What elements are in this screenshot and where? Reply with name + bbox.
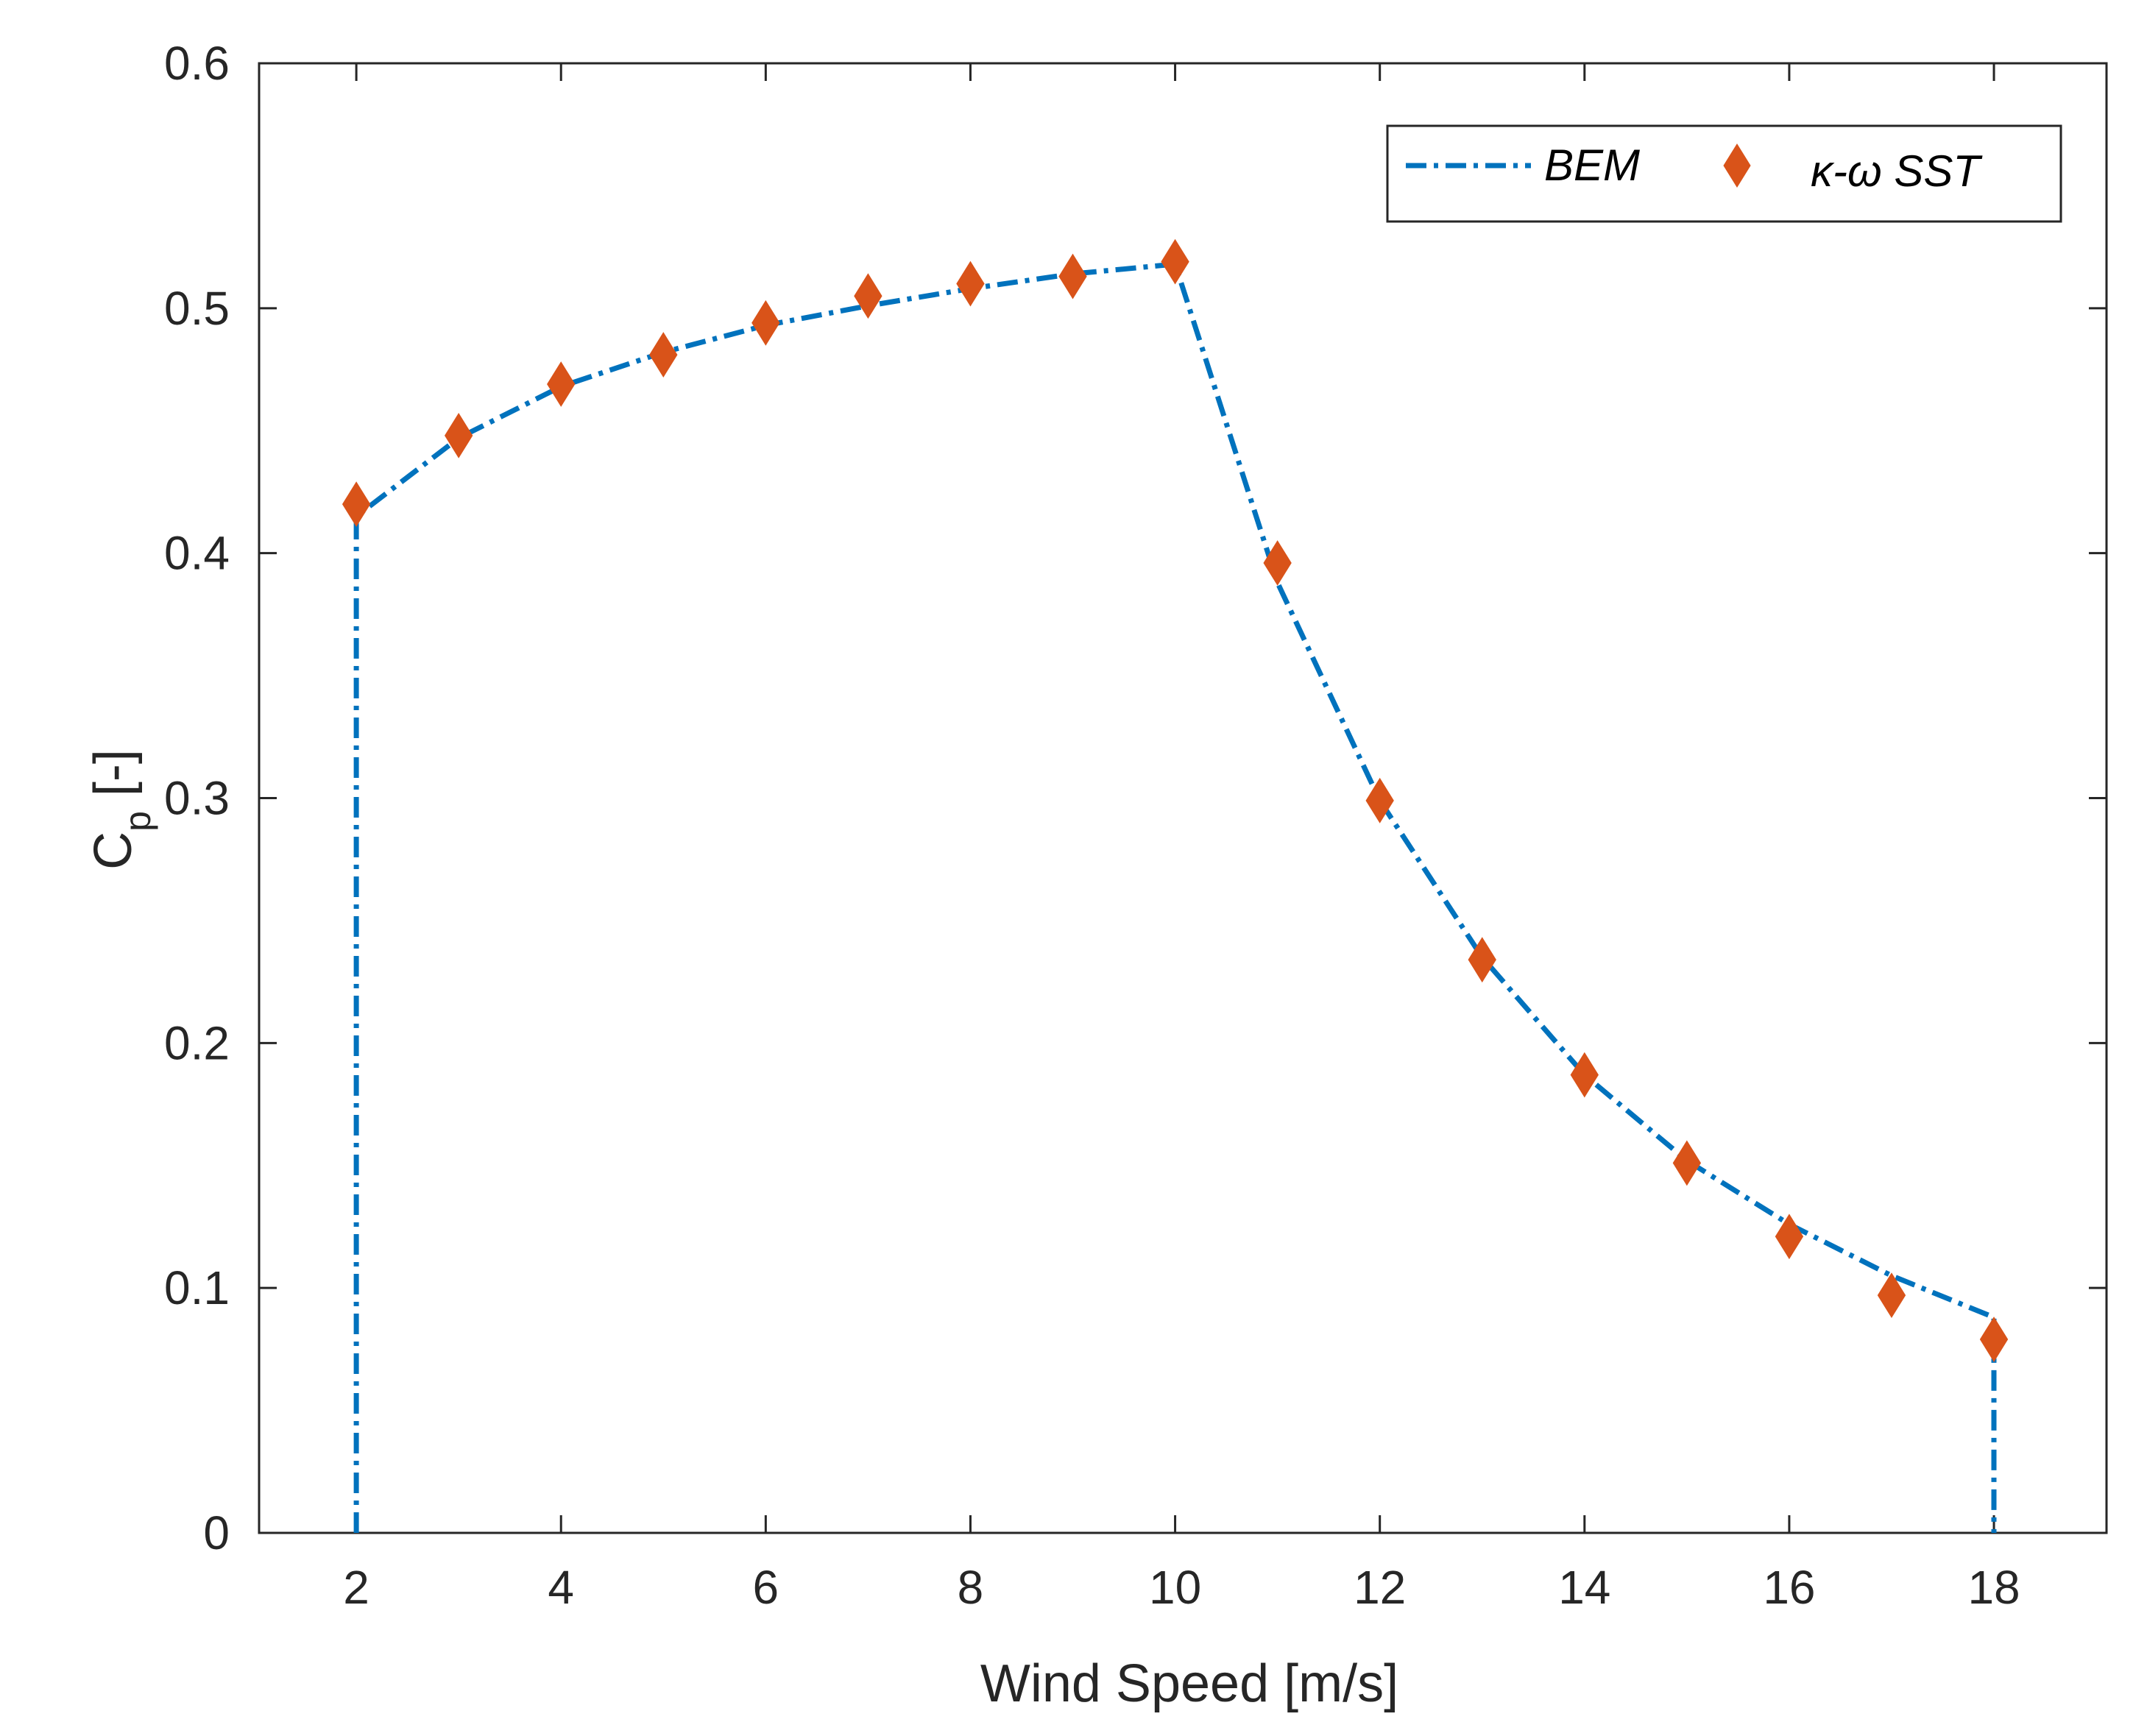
y-tick-label: 0.4 — [164, 527, 230, 580]
y-axis-label-main: C — [84, 832, 143, 870]
legend-sst-label: κ-ω SST — [1811, 146, 1983, 196]
legend-box — [1386, 124, 2062, 223]
series-sst-point — [547, 361, 576, 407]
series-sst-point — [1672, 1140, 1702, 1186]
series-sst-point — [1365, 777, 1394, 823]
y-tick-label: 0.5 — [164, 282, 230, 335]
y-tick-label: 0.1 — [164, 1261, 230, 1314]
series-sst-point — [1161, 238, 1189, 285]
x-tick-label: 18 — [1967, 1561, 2020, 1614]
y-axis-label: Cp [-] — [84, 749, 158, 870]
series-sst-point — [444, 413, 473, 458]
svg-text:Cp [-]: Cp [-] — [84, 749, 158, 870]
series-sst-point — [1263, 540, 1292, 586]
series-sst-point — [854, 273, 883, 319]
series-sst-point — [751, 300, 780, 346]
series-sst-point — [1775, 1214, 1804, 1260]
y-tick-label: 0.2 — [164, 1016, 230, 1069]
legend-sst-marker — [1723, 144, 1751, 188]
x-tick-label: 14 — [1558, 1561, 1610, 1614]
x-tick-label: 10 — [1149, 1561, 1201, 1614]
y-axis-label-subscript: p — [117, 811, 158, 832]
series-sst-point — [956, 261, 985, 307]
legend: BEM κ-ω SST — [1386, 124, 2062, 223]
x-tick-label: 2 — [343, 1561, 369, 1614]
plot-area: 2 4 6 8 10 12 14 16 18 0 0.1 0.2 0.3 0.4 0.5 0.6 — [164, 37, 2108, 1614]
y-axis-label-spacer — [84, 796, 143, 811]
series-sst-point — [649, 332, 678, 378]
series-sst-point — [1570, 1052, 1599, 1098]
series-sst-point — [1877, 1272, 1906, 1319]
x-tick-label: 12 — [1354, 1561, 1406, 1614]
series-sst-point — [1468, 937, 1496, 983]
x-axis-label: Wind Speed [m/s] — [980, 1654, 1398, 1713]
y-axis-label-units: [-] — [84, 749, 143, 796]
legend-bem-label: BEM — [1544, 141, 1640, 190]
series-sst-point — [1058, 253, 1087, 300]
x-tick-label: 4 — [548, 1561, 574, 1614]
series-sst-point — [342, 481, 371, 527]
y-tick-label: 0.6 — [164, 37, 230, 90]
y-tick-label: 0.3 — [164, 772, 230, 825]
series-sst-point — [1979, 1317, 2009, 1362]
x-tick-label: 6 — [753, 1561, 779, 1614]
x-tick-label: 8 — [958, 1561, 984, 1614]
x-tick-label: 16 — [1763, 1561, 1815, 1614]
y-tick-label: 0 — [203, 1506, 230, 1559]
